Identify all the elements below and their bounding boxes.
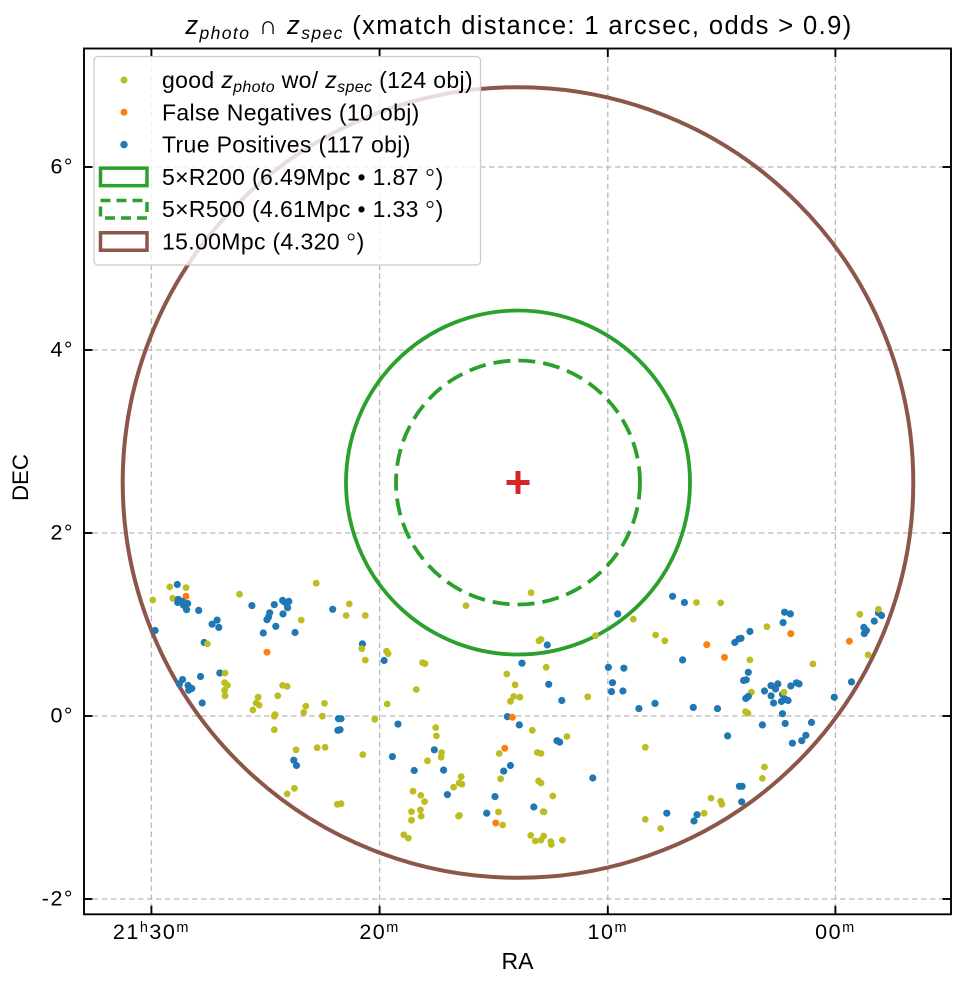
svg-text:DEC: DEC bbox=[8, 454, 33, 501]
svg-text:zphoto ∩ zspec (xmatch distanc: zphoto ∩ zspec (xmatch distance: 1 arcse… bbox=[184, 12, 852, 43]
svg-text:0°: 0° bbox=[50, 704, 74, 728]
svg-text:True Positives (117 obj): True Positives (117 obj) bbox=[162, 132, 411, 158]
svg-text:False Negatives (10 obj): False Negatives (10 obj) bbox=[162, 99, 420, 125]
svg-text:RA: RA bbox=[502, 948, 535, 974]
svg-text:good zphoto wo/ zspec (124 obj: good zphoto wo/ zspec (124 obj) bbox=[162, 67, 473, 96]
svg-text:-2°: -2° bbox=[42, 887, 74, 911]
svg-text:6°: 6° bbox=[50, 155, 74, 179]
svg-text:4°: 4° bbox=[50, 338, 74, 362]
svg-text:21h30m: 21h30m bbox=[113, 920, 190, 944]
svg-text:2°: 2° bbox=[50, 521, 74, 545]
